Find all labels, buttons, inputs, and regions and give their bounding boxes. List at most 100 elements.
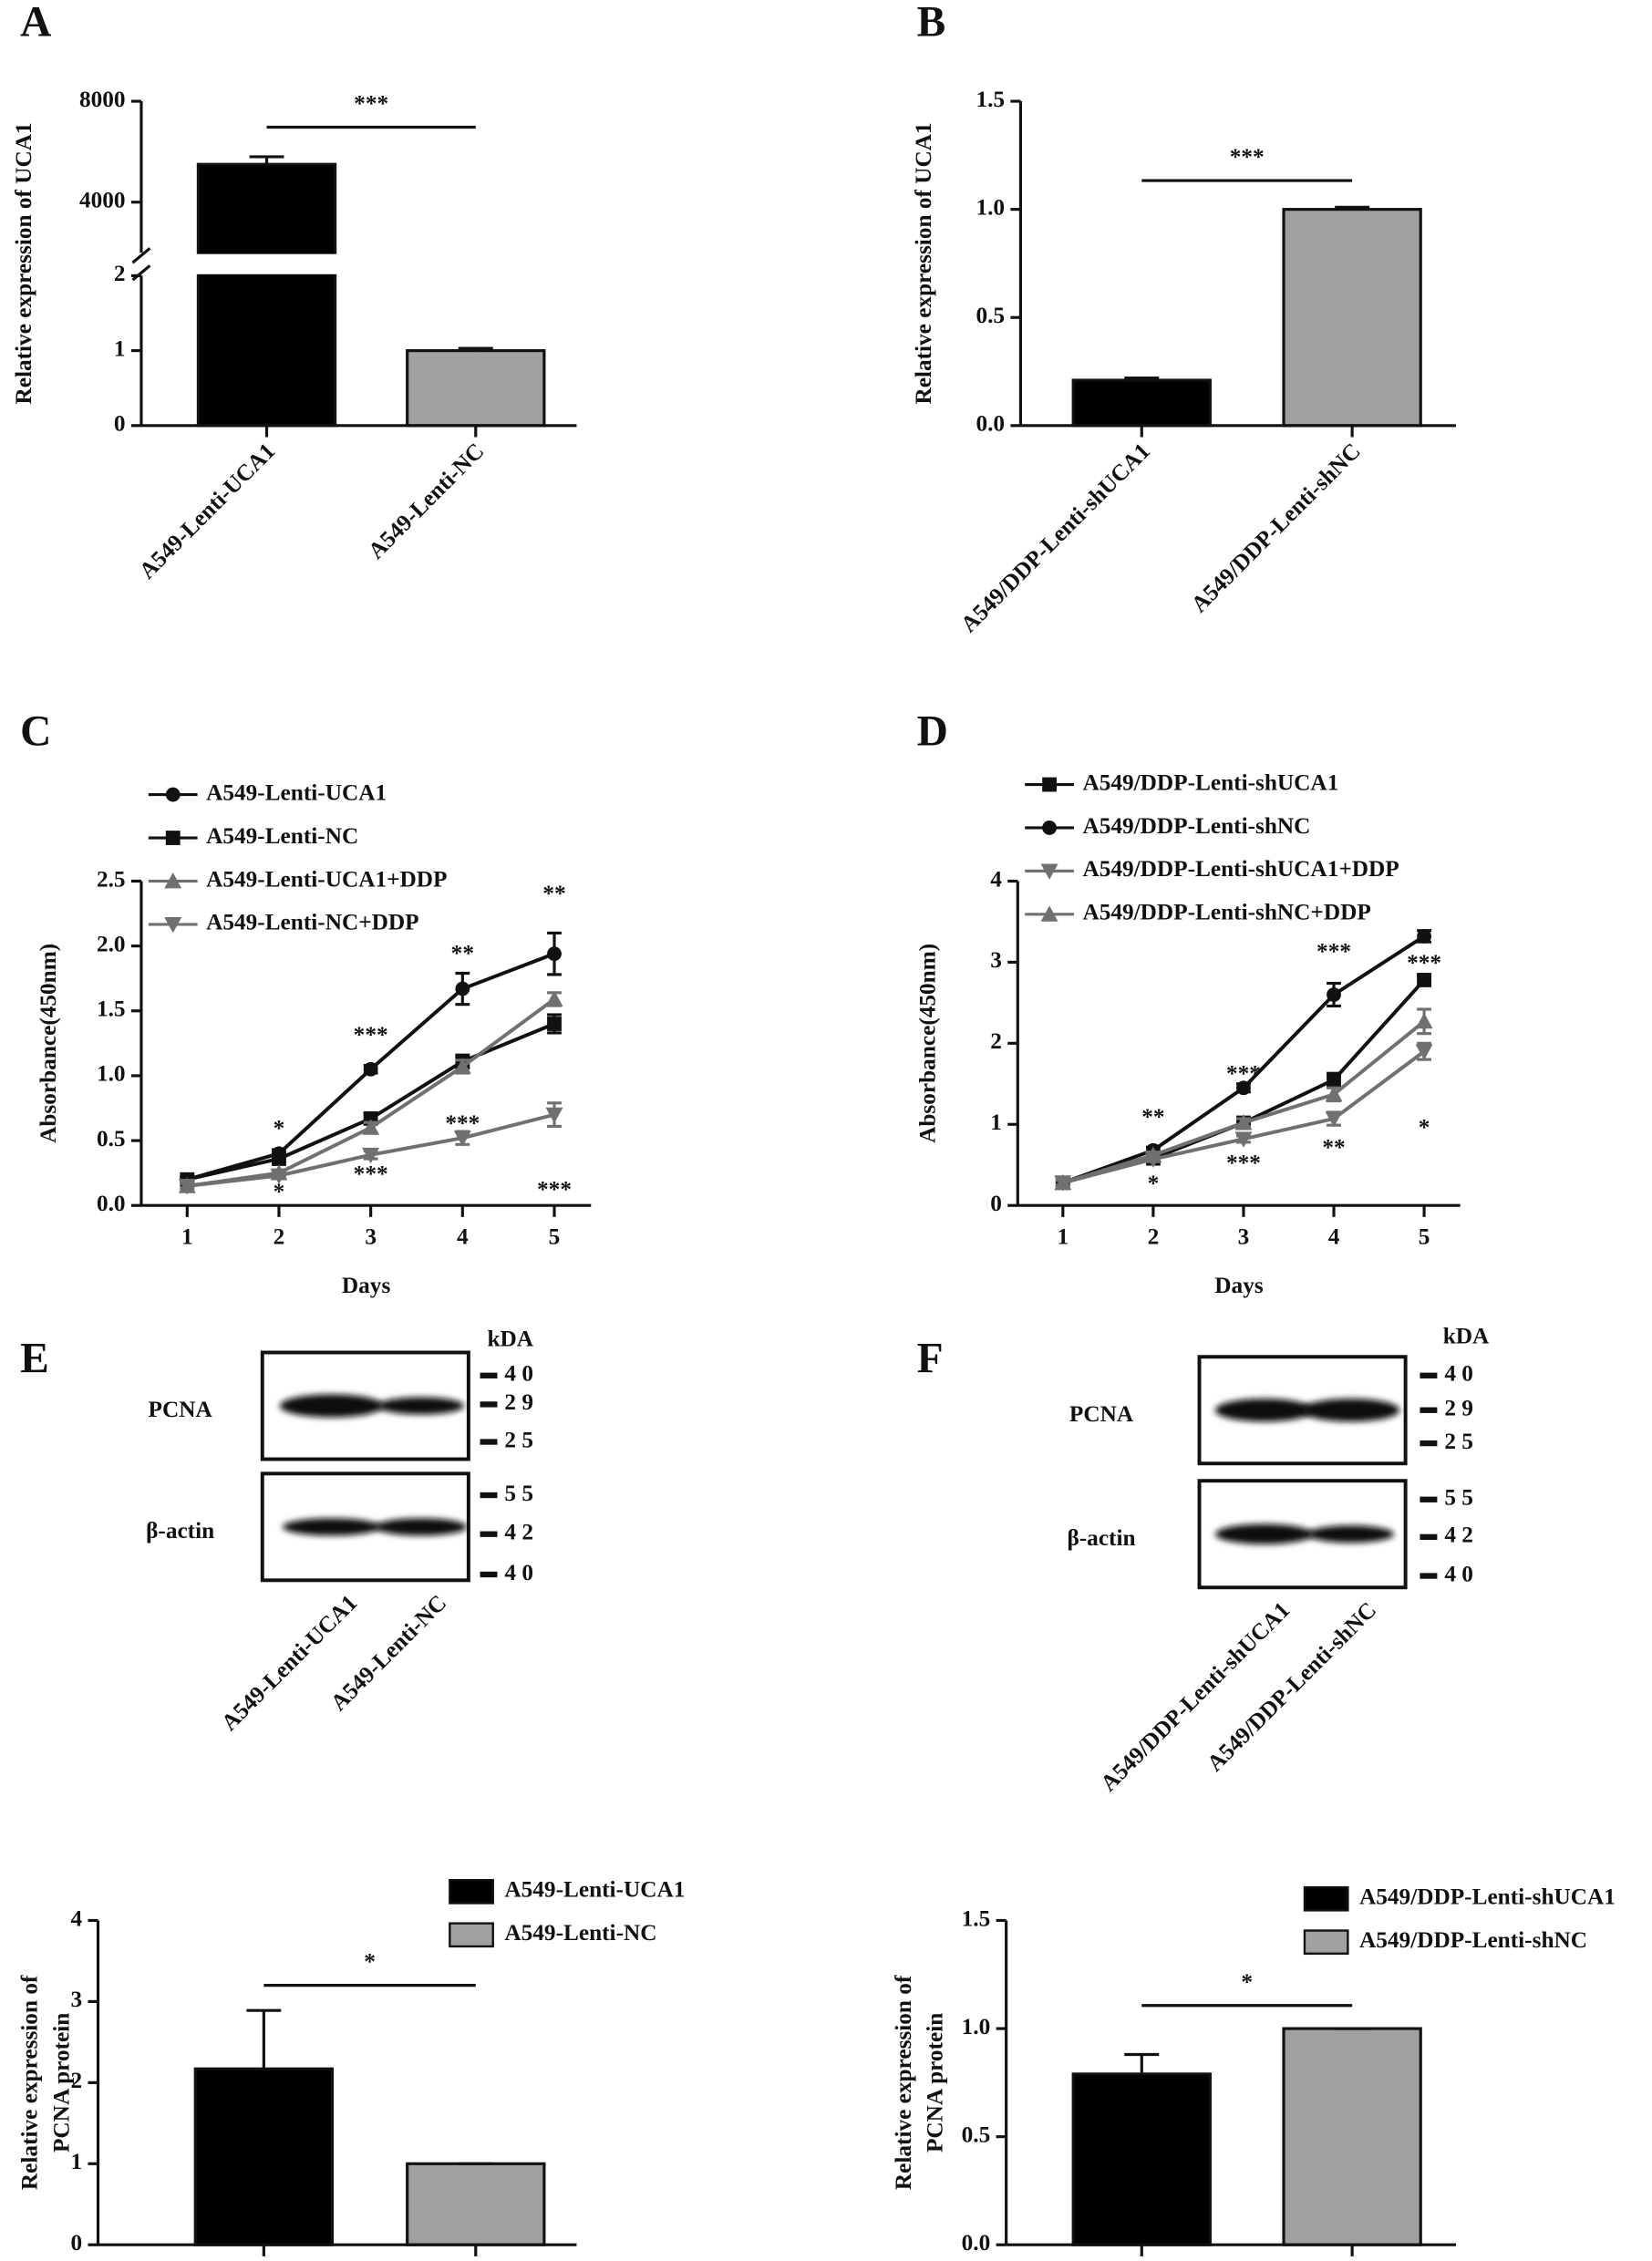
marker — [270, 1168, 288, 1184]
lane-label: A549-Lenti-UCA1 — [216, 1590, 362, 1736]
legend-marker — [1042, 777, 1057, 792]
blot-band — [1307, 1525, 1394, 1543]
marker — [1234, 1131, 1253, 1148]
x-tick-label: A549/DDP-Lenti-shNC — [1186, 439, 1366, 618]
marker — [362, 1119, 380, 1135]
bar — [406, 2162, 546, 2246]
axis-break — [131, 264, 151, 282]
lane-label: A549/DDP-Lenti-shNC — [1203, 1597, 1382, 1777]
blot-band — [279, 1394, 384, 1418]
marker — [547, 1017, 562, 1031]
annotation: *** — [354, 1022, 388, 1048]
marker-dash — [1420, 1533, 1438, 1541]
marker-label: 40 — [1444, 1561, 1479, 1586]
x-tick-label: 3 — [1238, 1223, 1250, 1249]
marker-dash — [1420, 1496, 1438, 1502]
bar — [193, 2067, 335, 2246]
annotation: *** — [354, 1161, 388, 1186]
marker — [545, 1107, 563, 1124]
blot-band — [1214, 1523, 1314, 1544]
y-tick-label: 4000 — [79, 188, 126, 213]
marker — [1417, 973, 1431, 987]
marker — [363, 1061, 378, 1077]
marker — [178, 1178, 196, 1195]
kda-unit: kDA — [487, 1327, 533, 1352]
y-tick-label: 1.5 — [97, 996, 126, 1022]
panel-letter: B — [917, 0, 946, 46]
significance-label: * — [1241, 1969, 1253, 1995]
marker — [272, 1151, 286, 1166]
y-tick-label: 2 — [990, 1028, 1002, 1054]
bar — [1282, 208, 1422, 428]
legend-marker — [1040, 863, 1058, 880]
marker — [1236, 1080, 1251, 1096]
legend-label: A549-Lenti-UCA1 — [504, 1877, 685, 1903]
marker — [1327, 1072, 1341, 1088]
marker-dash — [480, 1372, 498, 1378]
y-axis-label: Relative expression of — [17, 1975, 43, 2190]
y-tick-label: 4 — [70, 1905, 82, 1931]
legend-marker — [164, 872, 182, 889]
marker-label: 42 — [1444, 1523, 1479, 1548]
y-tick-label: 2.0 — [97, 931, 126, 956]
marker — [1415, 1044, 1433, 1060]
legend-label: A549/DDP-Lenti-shNC — [1082, 813, 1310, 839]
marker-dash — [480, 1439, 498, 1445]
y-tick-label: 1 — [114, 336, 126, 361]
marker-label: 40 — [1444, 1361, 1479, 1387]
x-tick-label: 2 — [274, 1223, 285, 1249]
legend-label: A549-Lenti-NC — [504, 1920, 656, 1946]
panel-letter: D — [917, 708, 948, 756]
y-tick-label: 0.0 — [962, 2230, 991, 2256]
x-tick-label: 4 — [1328, 1223, 1340, 1249]
marker-label: 55 — [1444, 1485, 1479, 1511]
bar — [406, 349, 546, 428]
blot-band — [377, 1397, 465, 1415]
marker — [1325, 1085, 1343, 1102]
bar — [1071, 2072, 1212, 2246]
annotation: * — [1148, 1171, 1160, 1196]
annotation: *** — [1226, 1151, 1261, 1176]
y-tick-label: 2 — [114, 261, 126, 286]
marker — [453, 1058, 471, 1074]
y-tick-label: 1.0 — [97, 1061, 126, 1087]
significance-label: * — [364, 1949, 376, 1975]
marker-dash — [1420, 1407, 1438, 1413]
marker-dash — [1420, 1372, 1438, 1378]
marker-label: 55 — [504, 1481, 539, 1506]
legend-label: A549-Lenti-NC — [206, 823, 358, 849]
annotation: ** — [542, 881, 565, 906]
y-tick-label: 2 — [70, 2068, 82, 2093]
legend-marker — [1042, 821, 1057, 835]
y-tick-label: 1 — [70, 2149, 82, 2174]
legend-swatch — [449, 1879, 494, 1905]
y-axis-label: Relative expression of UCA1 — [11, 122, 36, 404]
y-tick-label: 0.0 — [976, 411, 1005, 437]
bar — [196, 162, 337, 428]
y-tick-label: 4 — [990, 866, 1002, 892]
legend-swatch — [449, 1922, 494, 1948]
legend-swatch — [1303, 1885, 1349, 1912]
bar — [1282, 2027, 1422, 2246]
annotation: ** — [451, 940, 474, 965]
legend-marker — [165, 831, 181, 845]
y-tick-label: 3 — [990, 947, 1002, 973]
marker — [453, 1130, 471, 1147]
marker — [547, 946, 562, 962]
y-tick-label: 0.5 — [962, 2122, 991, 2147]
marker — [1144, 1146, 1162, 1162]
x-tick-label: 1 — [1058, 1223, 1069, 1249]
y-tick-label: 2.5 — [97, 866, 126, 892]
legend-label: A549/DDP-Lenti-shNC — [1359, 1927, 1587, 1953]
y-tick-label: 0.0 — [97, 1191, 126, 1216]
y-axis-label: Absorbance(450nm) — [36, 944, 61, 1143]
legend-marker — [165, 787, 181, 802]
protein-label: PCNA — [149, 1397, 213, 1422]
annotation: *** — [445, 1110, 480, 1136]
blot-band — [375, 1518, 468, 1536]
y-tick-label: 0 — [990, 1191, 1002, 1216]
y-tick-label: 0.5 — [976, 303, 1005, 328]
panel-letter: A — [20, 0, 51, 46]
